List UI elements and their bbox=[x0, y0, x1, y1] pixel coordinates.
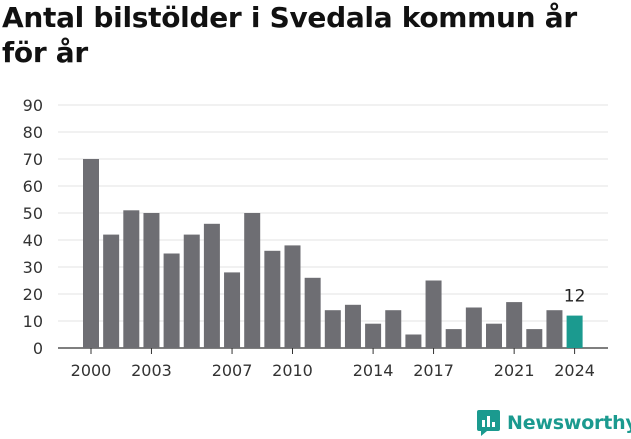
data-label-2024: 12 bbox=[564, 287, 586, 307]
brand-logo[interactable]: Newsworthy bbox=[476, 408, 631, 438]
bar-2015 bbox=[385, 310, 402, 348]
bar-2001 bbox=[103, 234, 120, 348]
bar-2020 bbox=[486, 323, 502, 348]
bars bbox=[83, 159, 583, 348]
bar-2012 bbox=[324, 310, 341, 348]
chart-title: Antal bilstölder i Svedala kommun år för… bbox=[2, 1, 577, 69]
bar-2004 bbox=[163, 253, 180, 348]
brand-name: Newsworthy bbox=[507, 412, 631, 434]
bar-2007 bbox=[224, 272, 241, 348]
bar-2016 bbox=[405, 334, 422, 348]
bar-2022 bbox=[526, 329, 543, 348]
y-tick-label: 20 bbox=[23, 285, 43, 304]
bar-2006 bbox=[203, 223, 220, 348]
x-tick-label: 2000 bbox=[71, 361, 112, 380]
x-tick-label: 2024 bbox=[554, 361, 595, 380]
x-axis-ticks: 2000 2003 2007 2010 2014 2017 2021 2024 bbox=[71, 348, 595, 380]
y-tick-label: 80 bbox=[23, 123, 43, 142]
x-tick-label: 2014 bbox=[353, 361, 394, 380]
x-tick-label: 2021 bbox=[494, 361, 535, 380]
y-tick-label: 30 bbox=[23, 258, 43, 277]
bar-2014 bbox=[365, 323, 382, 348]
bar-2013 bbox=[344, 304, 361, 348]
x-tick-label: 2007 bbox=[212, 361, 253, 380]
y-tick-label: 90 bbox=[23, 96, 43, 115]
bar-2018 bbox=[445, 329, 462, 348]
bar-2019 bbox=[465, 307, 482, 348]
bar-2005 bbox=[183, 234, 200, 348]
y-tick-label: 50 bbox=[23, 204, 43, 223]
x-tick-label: 2010 bbox=[272, 361, 313, 380]
x-tick-label: 2017 bbox=[413, 361, 454, 380]
bar-2010 bbox=[284, 245, 301, 348]
bar-2002 bbox=[123, 210, 140, 348]
y-tick-label: 10 bbox=[23, 312, 43, 331]
y-tick-label: 70 bbox=[23, 150, 43, 169]
bar-2021 bbox=[506, 302, 523, 348]
bar-2023 bbox=[546, 310, 563, 348]
newsworthy-logo-icon bbox=[477, 410, 500, 436]
bar-2009 bbox=[264, 250, 281, 348]
bar-2008 bbox=[244, 213, 261, 348]
y-tick-label: 40 bbox=[23, 231, 43, 250]
y-tick-label: 60 bbox=[23, 177, 43, 196]
bar-2024 bbox=[566, 315, 583, 348]
bar-2003 bbox=[143, 213, 160, 348]
y-axis-ticks: 0 10 20 30 40 50 60 70 80 90 bbox=[23, 96, 43, 358]
bar-2011 bbox=[304, 277, 321, 348]
bar-2000 bbox=[83, 159, 99, 348]
x-tick-label: 2003 bbox=[131, 361, 172, 380]
data-labels: 12 bbox=[564, 287, 586, 307]
bar-2017 bbox=[425, 280, 442, 348]
y-tick-label: 0 bbox=[33, 339, 43, 358]
